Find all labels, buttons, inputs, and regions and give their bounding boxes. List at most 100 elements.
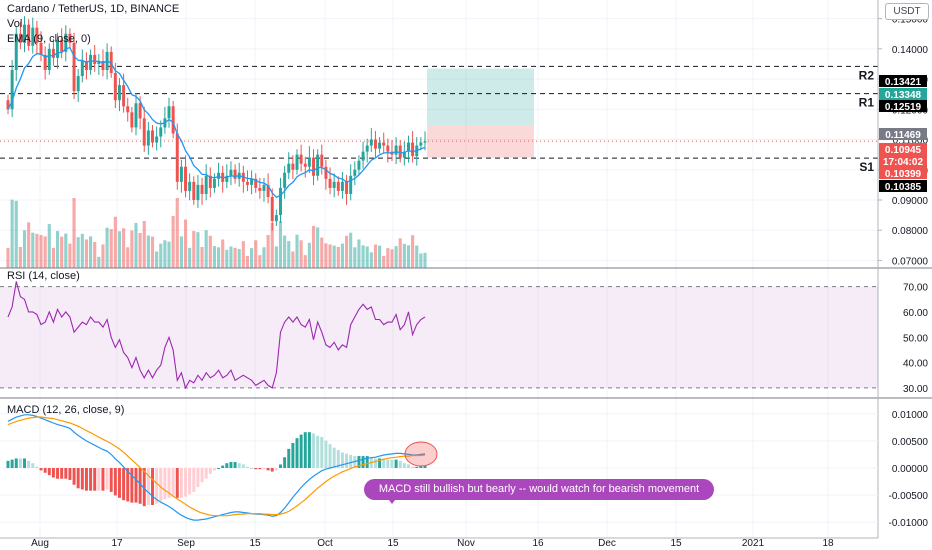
date-tick-label: 17 [111, 538, 123, 549]
volume-bar [307, 242, 311, 268]
date-tick-label: Sep [177, 538, 195, 549]
candle-body [340, 181, 344, 191]
macd-histogram-bar [361, 456, 365, 468]
candle-body [378, 142, 382, 149]
macd-histogram-bar [72, 468, 76, 485]
volume-bar [188, 247, 192, 268]
candle-body [258, 187, 262, 191]
volume-bar [146, 235, 150, 268]
candle-body [179, 166, 183, 182]
volume-bar [361, 245, 365, 268]
candle-body [47, 48, 51, 70]
candle-body [266, 184, 270, 197]
volume-bar [353, 247, 357, 268]
volume-bar [47, 224, 51, 268]
volume-bar [171, 215, 175, 268]
volume-bar [97, 256, 101, 268]
volume-bar [241, 241, 245, 268]
currency-button[interactable]: USDT [885, 3, 929, 20]
volume-bar [68, 243, 72, 268]
candle-body [200, 184, 204, 194]
macd-histogram-bar [84, 468, 88, 491]
macd-histogram-bar [233, 462, 237, 468]
macd-histogram-bar [295, 438, 299, 468]
candle-body [27, 24, 31, 46]
price-label-box [879, 100, 927, 112]
candle-body [109, 51, 113, 74]
volume-bar [237, 248, 241, 268]
volume-bar [357, 239, 361, 268]
price-label-box [879, 180, 927, 192]
candle-body [406, 142, 410, 152]
volume-bar [340, 243, 344, 268]
macd-histogram-bar [394, 459, 398, 468]
macd-histogram-bar [105, 468, 109, 490]
candle-body [130, 112, 134, 128]
volume-bar [406, 245, 411, 268]
macd-histogram-bar [130, 468, 134, 503]
price-label-box [879, 75, 927, 87]
macd-histogram-bar [291, 442, 295, 468]
volume-bar [270, 222, 274, 268]
volume-bar [344, 235, 349, 268]
volume-bar [245, 255, 250, 268]
candle-body [245, 181, 249, 185]
candle-body [419, 142, 423, 146]
candle-body [307, 157, 311, 167]
volume-label: Vol [7, 18, 23, 30]
candle-body [287, 163, 291, 173]
candle-body [382, 142, 386, 146]
candle-body [39, 42, 43, 55]
candle-body [76, 76, 80, 92]
volume-bar [311, 226, 316, 268]
volume-bar [324, 243, 328, 268]
candle-body [262, 184, 266, 191]
volume-bar [254, 240, 258, 268]
volume-bar [196, 232, 200, 268]
date-tick-label: 15 [387, 538, 399, 549]
macd-histogram-bar [93, 468, 97, 491]
macd-histogram-bar [126, 468, 130, 502]
macd-histogram-bar [68, 468, 72, 480]
candle-body [68, 33, 72, 43]
macd-histogram-bar [117, 468, 121, 498]
macd-histogram-bar [250, 468, 254, 469]
macd-histogram-bar [134, 468, 138, 503]
macd-histogram-bar [80, 468, 84, 490]
volume-bar [278, 220, 283, 268]
volume-bar [167, 241, 171, 268]
volume-bar [316, 227, 320, 268]
annotation-bubble[interactable]: MACD still bullish but bearly -- would w… [364, 479, 714, 500]
price-tick-label: 0.08000 [892, 226, 929, 237]
volume-bar [382, 255, 386, 268]
macd-histogram-bar [299, 434, 303, 468]
volume-bar [55, 231, 60, 268]
level-label-r1: R1 [859, 96, 875, 110]
volume-bar [105, 227, 109, 268]
ema-line [7, 46, 426, 199]
volume-bar [283, 235, 287, 268]
volume-bar [411, 235, 415, 268]
ema-label: EMA (9, close, 0) [7, 33, 91, 45]
candle-body [357, 160, 361, 170]
macd-histogram-bar [373, 458, 377, 468]
date-tick-label: 15 [670, 538, 682, 549]
macd-histogram-bar [423, 465, 427, 468]
volume-bar [258, 255, 262, 268]
candle-body [117, 85, 121, 101]
macd-histogram-bar [35, 466, 39, 468]
macd-histogram-bar [179, 468, 183, 498]
candle-body [369, 139, 373, 146]
macd-histogram-bar [390, 459, 394, 468]
macd-histogram-bar [51, 468, 55, 478]
volume-bar [320, 237, 324, 268]
volume-bar [221, 239, 225, 268]
volume-bar [31, 232, 35, 268]
candle-body [113, 73, 117, 101]
candle-body [316, 154, 320, 176]
volume-bar [373, 244, 378, 268]
volume-bar [138, 233, 142, 268]
macd-histogram-bar [204, 468, 208, 479]
candle-body [196, 184, 200, 200]
